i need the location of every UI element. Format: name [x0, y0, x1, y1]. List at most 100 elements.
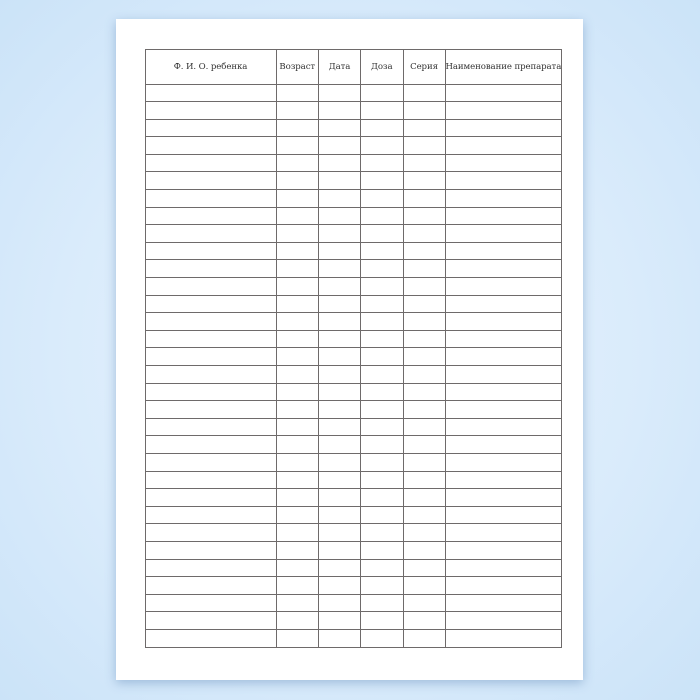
table-row [144, 593, 563, 613]
table-cell [275, 153, 319, 173]
table-cell [402, 417, 446, 437]
table-cell [275, 241, 319, 261]
table-cell [275, 294, 319, 314]
table-cell [275, 576, 319, 595]
table-cell [275, 259, 319, 279]
table-cell [444, 171, 563, 191]
table-cell [402, 540, 446, 560]
table-cell [318, 382, 361, 402]
table-cell [444, 400, 563, 419]
table-cell [360, 277, 404, 296]
table-row [144, 611, 563, 630]
table-row [144, 470, 563, 490]
table-cell [318, 224, 361, 243]
header-drug-name: Наименование препарата [444, 48, 563, 85]
table-row [144, 400, 563, 419]
table-cell [275, 435, 319, 454]
table-cell [275, 118, 319, 138]
table-cell [275, 417, 319, 437]
header-child-name: Ф. И. О. ребенка [144, 48, 277, 85]
table-cell [444, 118, 563, 138]
table-cell [144, 136, 277, 155]
table-row [144, 136, 563, 155]
table-cell [402, 83, 446, 103]
table-cell [360, 347, 404, 366]
table-row [144, 540, 563, 560]
table-cell [318, 593, 361, 613]
table-row [144, 206, 563, 226]
table-cell [444, 312, 563, 331]
table-cell [402, 294, 446, 314]
table-cell [144, 470, 277, 490]
table-cell [402, 277, 446, 296]
table-cell [144, 101, 277, 120]
table-cell [318, 435, 361, 454]
table-cell [444, 470, 563, 490]
table-cell [318, 505, 361, 525]
table-cell [275, 488, 319, 507]
table-row [144, 189, 563, 208]
table-row [144, 365, 563, 384]
table-cell [360, 171, 404, 191]
table-cell [144, 83, 277, 103]
table-cell [444, 294, 563, 314]
table-cell [444, 558, 563, 578]
table-cell [360, 470, 404, 490]
table-row [144, 118, 563, 138]
table-cell [144, 576, 277, 595]
table-cell [360, 505, 404, 525]
table-cell [402, 329, 446, 349]
table-cell [318, 488, 361, 507]
table-cell [360, 382, 404, 402]
table-cell [275, 206, 319, 226]
table-cell [360, 593, 404, 613]
table-cell [444, 277, 563, 296]
table-cell [318, 329, 361, 349]
table-cell [318, 83, 361, 103]
table-cell [360, 83, 404, 103]
table-cell [360, 628, 404, 648]
table-cell [360, 540, 404, 560]
table-cell [444, 435, 563, 454]
table-cell [444, 593, 563, 613]
table-cell [444, 611, 563, 630]
table-cell [360, 365, 404, 384]
table-cell [318, 189, 361, 208]
table-cell [318, 540, 361, 560]
table-cell [444, 576, 563, 595]
table-cell [275, 312, 319, 331]
table-cell [402, 611, 446, 630]
table-cell [144, 540, 277, 560]
table-cell [402, 558, 446, 578]
table-row [144, 101, 563, 120]
table-cell [402, 153, 446, 173]
table-cell [402, 452, 446, 472]
table-cell [318, 470, 361, 490]
table-cell [360, 400, 404, 419]
table-cell [402, 224, 446, 243]
header-series: Серия [402, 48, 446, 85]
table-cell [402, 505, 446, 525]
table-cell [444, 628, 563, 648]
table-cell [275, 277, 319, 296]
table-cell [318, 452, 361, 472]
table-cell [402, 470, 446, 490]
table-cell [444, 452, 563, 472]
table-cell [444, 540, 563, 560]
table-row [144, 558, 563, 578]
table-cell [275, 171, 319, 191]
table-row [144, 523, 563, 542]
table-cell [144, 312, 277, 331]
table-cell [144, 294, 277, 314]
table-cell [144, 206, 277, 226]
table-cell [360, 241, 404, 261]
table-cell [144, 593, 277, 613]
table-cell [402, 206, 446, 226]
header-date: Дата [318, 48, 361, 85]
table-cell [144, 118, 277, 138]
table-cell [275, 558, 319, 578]
table-cell [402, 101, 446, 120]
table-cell [360, 435, 404, 454]
table-cell [360, 312, 404, 331]
table-cell [402, 259, 446, 279]
